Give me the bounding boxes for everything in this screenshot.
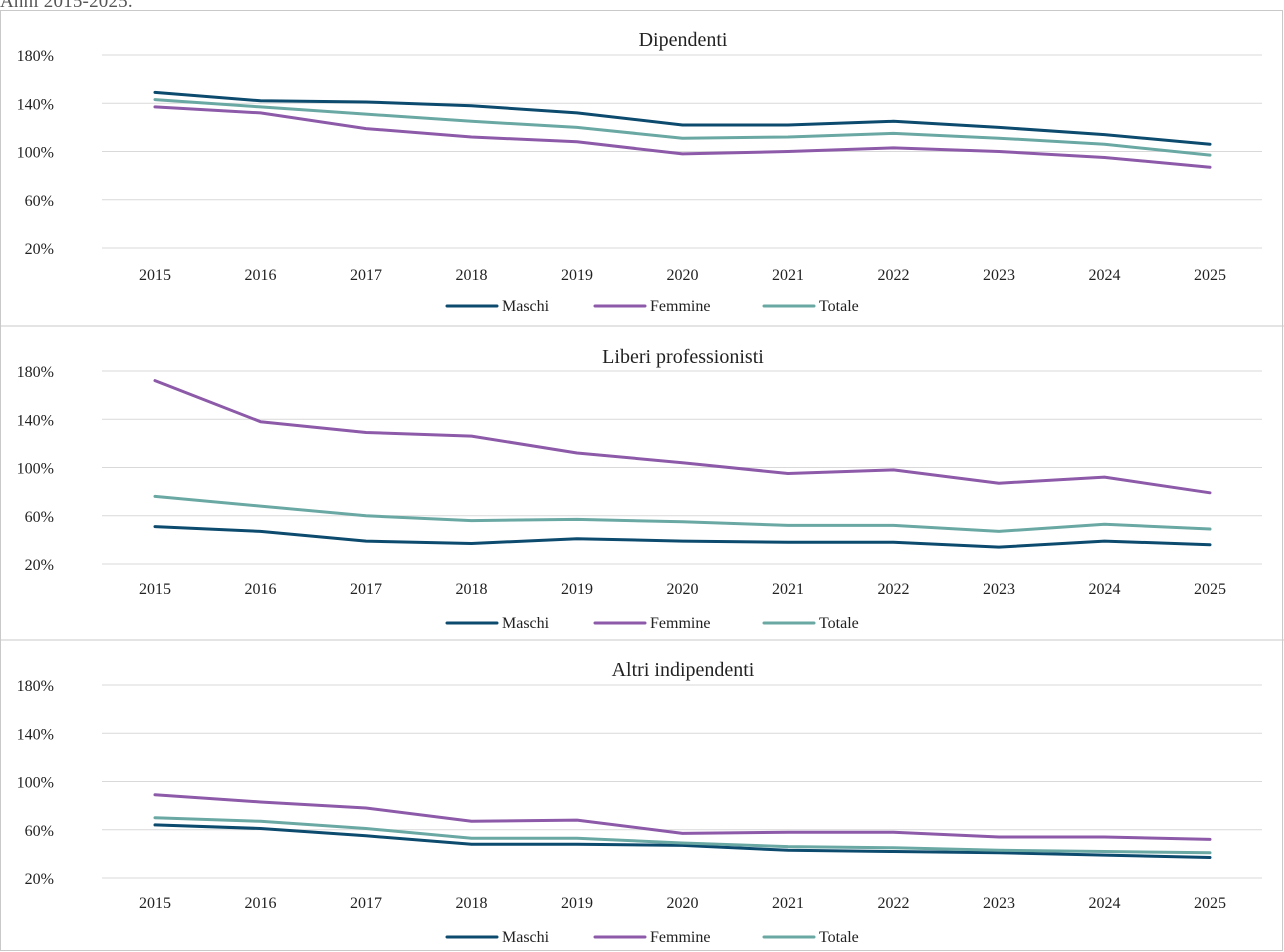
series-line-maschi [153,823,1212,859]
y-tick-label: 60% [25,509,54,526]
x-tick-label: 2020 [667,895,699,912]
x-tick-label: 2024 [1089,581,1121,598]
series-line-totale [153,494,1212,533]
x-tick-label: 2021 [772,581,804,598]
x-tick-label: 2015 [139,581,171,598]
x-tick-label: 2017 [350,267,382,284]
x-tick-label: 2021 [772,895,804,912]
x-tick-label: 2019 [561,581,593,598]
x-tick-label: 2024 [1089,895,1121,912]
series-line-maschi [153,90,1212,146]
x-tick-label: 2017 [350,581,382,598]
legend-label-maschi: Maschi [502,615,550,632]
legend-label-maschi: Maschi [502,298,550,315]
y-tick-label: 180% [17,48,54,65]
x-tick-label: 2020 [667,581,699,598]
x-tick-label: 2023 [983,581,1015,598]
y-tick-label: 140% [17,96,54,113]
x-tick-label: 2022 [878,581,910,598]
series-line-maschi [153,525,1212,549]
x-tick-label: 2016 [245,267,277,284]
x-tick-label: 2025 [1194,895,1226,912]
y-tick-label: 100% [17,145,54,162]
x-tick-label: 2023 [983,895,1015,912]
y-tick-label: 140% [17,726,54,743]
x-tick-label: 2021 [772,267,804,284]
x-tick-label: 2023 [983,267,1015,284]
y-tick-label: 100% [17,775,54,792]
y-tick-label: 20% [25,871,54,888]
chart-title: Liberi professionisti [602,346,764,368]
y-tick-label: 60% [25,193,54,210]
x-tick-label: 2017 [350,895,382,912]
series-line-femmine [153,105,1212,169]
y-tick-label: 60% [25,823,54,840]
series-line-femmine [153,379,1212,495]
legend-label-femmine: Femmine [650,929,710,946]
y-tick-label: 180% [17,364,54,381]
y-tick-label: 20% [25,557,54,574]
x-tick-label: 2019 [561,895,593,912]
legend-label-femmine: Femmine [650,615,710,632]
x-tick-label: 2015 [139,267,171,284]
legend-label-totale: Totale [819,929,859,946]
x-tick-label: 2025 [1194,267,1226,284]
x-tick-label: 2020 [667,267,699,284]
legend-label-totale: Totale [819,298,859,315]
legend-label-femmine: Femmine [650,298,710,315]
x-tick-label: 2018 [456,895,488,912]
x-tick-label: 2016 [245,581,277,598]
legend-label-maschi: Maschi [502,929,550,946]
x-tick-label: 2016 [245,895,277,912]
chart-title: Dipendenti [639,29,728,51]
x-tick-label: 2018 [456,581,488,598]
y-tick-label: 100% [17,461,54,478]
figure-caption: Anni 2015-2025. [0,0,133,12]
x-tick-label: 2019 [561,267,593,284]
x-tick-label: 2015 [139,895,171,912]
y-tick-label: 140% [17,412,54,429]
x-tick-label: 2022 [878,895,910,912]
y-tick-label: 20% [25,241,54,258]
series-line-femmine [153,793,1212,841]
y-tick-label: 180% [17,678,54,695]
series-line-totale [153,816,1212,855]
x-tick-label: 2024 [1089,267,1121,284]
x-tick-label: 2022 [878,267,910,284]
series-line-totale [153,98,1212,157]
legend-label-totale: Totale [819,615,859,632]
x-tick-label: 2018 [456,267,488,284]
chart-frame [0,10,1283,951]
x-tick-label: 2025 [1194,581,1226,598]
chart-title: Altri indipendenti [612,659,755,681]
